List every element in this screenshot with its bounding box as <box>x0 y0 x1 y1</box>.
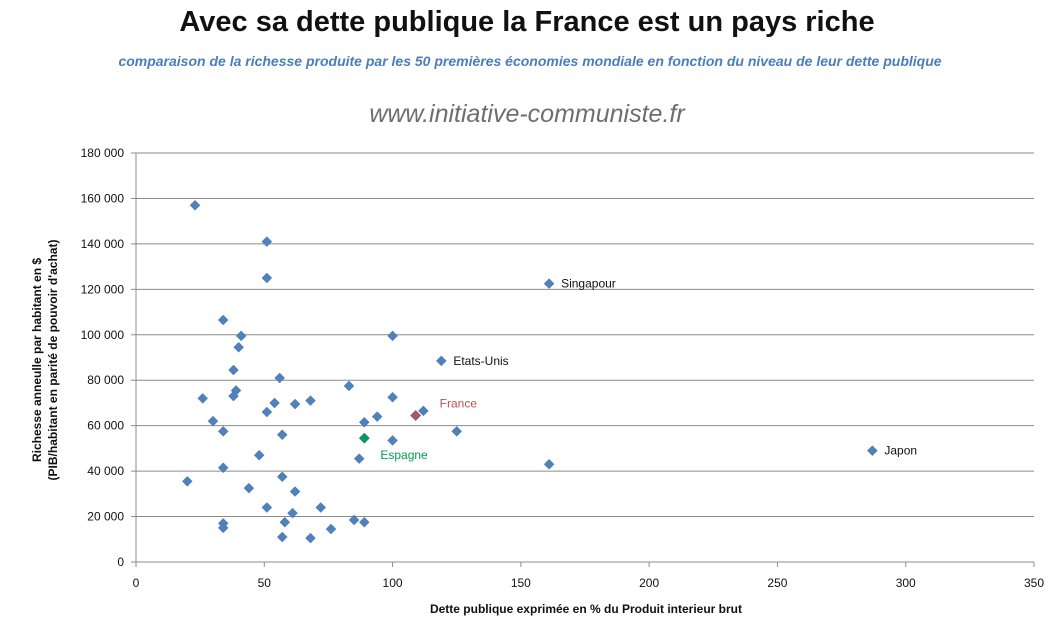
data-point <box>217 426 229 437</box>
data-point-espagne <box>358 432 370 444</box>
data-point-etats-unis <box>436 355 447 367</box>
point-label-france: France <box>440 396 478 410</box>
data-point <box>451 426 462 437</box>
data-point <box>261 272 273 284</box>
y-tick-label: 20 000 <box>87 510 124 524</box>
data-point <box>418 405 429 417</box>
data-point <box>387 391 398 403</box>
data-point <box>233 341 244 353</box>
data-point <box>217 314 229 326</box>
data-point <box>289 486 301 497</box>
x-tick-label: 100 <box>383 576 403 590</box>
data-point-singapour <box>543 278 555 289</box>
data-point <box>276 531 288 543</box>
data-point <box>371 411 383 422</box>
data-point-japon <box>867 445 878 456</box>
y-tick-label: 40 000 <box>87 464 124 478</box>
x-axis-title: Dette publique exprimée en % du Produit … <box>430 602 742 616</box>
axes <box>131 152 1035 567</box>
x-tick-label: 200 <box>639 576 659 590</box>
x-tick-label: 50 <box>258 576 272 590</box>
x-tick-label: 350 <box>1024 576 1044 590</box>
data-point <box>189 199 201 211</box>
data-point <box>348 514 360 526</box>
data-point <box>261 502 273 513</box>
point-label-etats-unis: Etats-Unis <box>453 354 508 368</box>
data-point <box>289 398 301 410</box>
point-label-espagne: Espagne <box>380 448 428 462</box>
data-point <box>228 364 239 376</box>
y-axis-title-line2: (PIB/habitant en parité de pouvoir d'ach… <box>46 240 60 481</box>
y-tick-label: 80 000 <box>87 373 124 387</box>
point-labels: Etats-Unis Singapour Japon France Espagne <box>380 277 917 463</box>
data-point <box>359 416 370 428</box>
data-point <box>197 393 208 404</box>
data-point <box>387 330 398 342</box>
data-point-france <box>410 410 422 421</box>
data-point <box>261 406 273 418</box>
point-label-singapour: Singapour <box>561 277 616 291</box>
x-tick-label: 300 <box>896 576 916 590</box>
data-point <box>207 415 219 427</box>
x-tick-label: 150 <box>511 576 531 590</box>
data-point <box>235 330 247 342</box>
data-point <box>387 435 398 446</box>
data-point <box>305 532 316 544</box>
y-tick-label: 0 <box>117 555 124 569</box>
point-label-japon: Japon <box>884 444 917 458</box>
grid-lines <box>136 152 1034 518</box>
y-tick-label: 160 000 <box>81 191 125 205</box>
data-point <box>279 516 291 528</box>
y-axis-title-line1: Richesse anneulle par habitant en $ <box>30 258 44 462</box>
data-point <box>269 397 280 409</box>
y-tick-label: 140 000 <box>81 237 125 251</box>
data-point <box>253 449 265 461</box>
data-point <box>217 462 229 473</box>
data-point <box>276 471 288 483</box>
data-point <box>261 236 273 247</box>
data-point <box>217 522 229 534</box>
chart-subtitle: comparaison de la richesse produite par … <box>118 53 942 69</box>
y-tick-label: 100 000 <box>81 328 125 342</box>
source-url: www.initiative-communiste.fr <box>369 100 685 128</box>
chart-title: Avec sa dette publique la France est un … <box>179 6 875 38</box>
x-tick-label: 0 <box>133 576 140 590</box>
y-tick-label: 180 000 <box>81 146 125 160</box>
data-point <box>228 390 239 402</box>
data-point <box>343 380 355 392</box>
data-point <box>182 476 193 487</box>
data-point <box>276 429 288 441</box>
data-point <box>359 516 370 528</box>
data-point <box>305 395 316 406</box>
data-point <box>243 482 255 494</box>
data-points <box>182 199 878 544</box>
y-tick-label: 60 000 <box>87 419 124 433</box>
data-point <box>325 523 337 535</box>
data-point <box>315 502 327 513</box>
data-point <box>274 372 285 384</box>
y-tick-labels: 0 20 000 40 000 60 000 80 000 100 000 120 000 1… <box>81 146 125 569</box>
data-point <box>353 453 365 464</box>
x-tick-label: 250 <box>767 576 787 590</box>
x-tick-labels: 0 50 100 150 200 250 300 350 <box>133 576 1045 590</box>
data-point <box>287 507 298 519</box>
y-tick-label: 120 000 <box>81 282 125 296</box>
data-point <box>543 459 555 470</box>
